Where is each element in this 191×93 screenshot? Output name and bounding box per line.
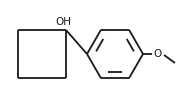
- Text: O: O: [154, 49, 162, 59]
- Text: OH: OH: [55, 17, 71, 27]
